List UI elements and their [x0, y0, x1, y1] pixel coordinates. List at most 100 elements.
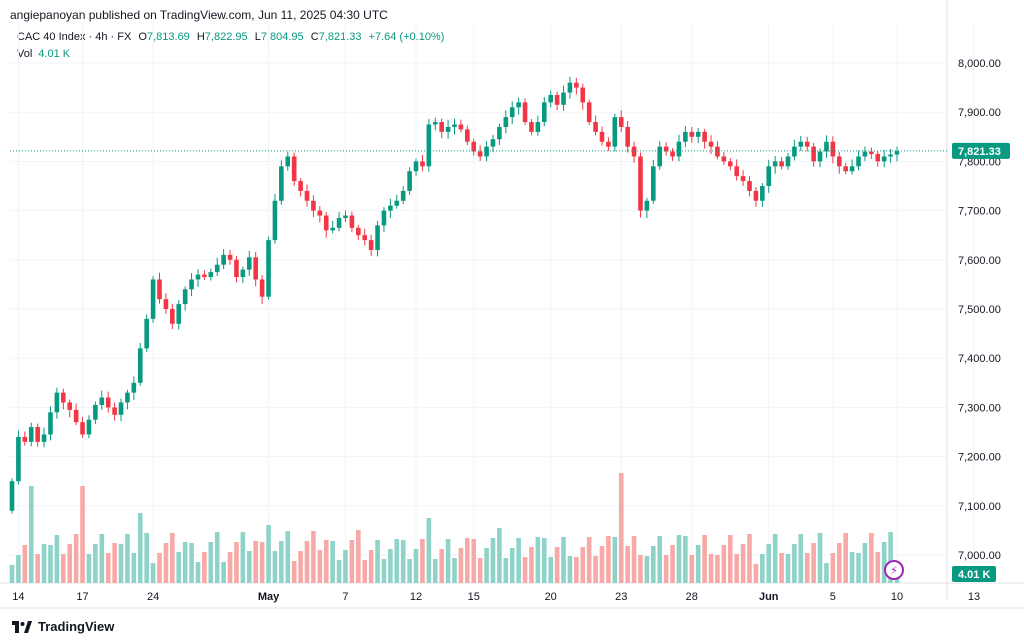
candle-body — [497, 126, 502, 140]
x-tick-label: 13 — [968, 591, 980, 603]
volume-bar — [760, 554, 765, 583]
candle-body — [394, 200, 400, 206]
candle-body — [740, 176, 746, 182]
volume-bar — [695, 545, 701, 583]
candle-body — [862, 151, 868, 157]
lightning-icon[interactable]: ⚡ — [884, 560, 904, 580]
volume-bar — [240, 532, 246, 583]
symbol-label[interactable]: CAC 40 Index · 4h · FX — [17, 31, 132, 43]
candle-body — [317, 210, 323, 216]
x-tick-label: May — [258, 591, 280, 603]
candle-body — [125, 392, 130, 403]
candle-body — [618, 117, 624, 127]
candle-body — [484, 146, 489, 157]
candle-body — [458, 124, 464, 130]
high-label: H — [196, 31, 205, 43]
candle-body — [112, 407, 117, 415]
candle-body — [644, 200, 650, 211]
y-tick-label: 7,700.00 — [958, 206, 1001, 218]
candle-body — [804, 141, 810, 147]
volume-bar — [445, 539, 451, 583]
volume-bar — [266, 525, 271, 583]
x-tick-label: 5 — [830, 591, 836, 603]
candle-body — [22, 436, 28, 442]
volume-bar — [176, 552, 182, 583]
candle-body — [465, 129, 470, 142]
candle-body — [362, 235, 368, 241]
candle-body — [388, 205, 393, 211]
volume-legend: Vol 4.01 K — [17, 48, 70, 60]
volume-bar — [362, 560, 368, 583]
volume-bar — [28, 486, 34, 583]
volume-bar — [291, 561, 297, 583]
volume-bar — [80, 486, 85, 583]
close-value: 7,821.33 — [318, 31, 362, 43]
candle-body — [670, 151, 675, 157]
candle-body — [432, 122, 438, 125]
candle-body — [772, 161, 778, 167]
volume-bar — [529, 547, 534, 583]
volume-bar — [593, 556, 598, 583]
y-tick-label: 7,300.00 — [958, 402, 1001, 414]
candle-body — [131, 382, 137, 393]
volume-bar — [317, 550, 323, 583]
candle-body — [35, 427, 40, 442]
x-tick-label: 10 — [891, 591, 903, 603]
volume-bar — [670, 545, 675, 583]
volume-bar — [413, 549, 419, 583]
volume-label[interactable]: Vol — [17, 48, 33, 60]
footer-brand-label: TradingView — [38, 619, 115, 634]
candle-body — [548, 94, 553, 103]
change-value: +7.64 (+0.10%) — [368, 31, 445, 43]
candle-body — [503, 117, 509, 127]
volume-bar — [208, 542, 214, 583]
y-tick-label: 7,600.00 — [958, 255, 1001, 267]
volume-bar — [548, 557, 553, 583]
candle-body — [41, 434, 47, 442]
candle-body — [144, 318, 149, 349]
volume-bar — [48, 545, 53, 583]
candle-body — [529, 122, 534, 132]
candle-body — [61, 392, 66, 403]
volume-bar — [227, 552, 233, 583]
candle-body — [266, 240, 271, 297]
volume-bar — [830, 553, 836, 583]
volume-bar — [651, 546, 656, 583]
candle-body — [176, 304, 182, 324]
volume-bar — [792, 544, 797, 583]
candle-body — [715, 146, 720, 157]
volume-bar — [477, 558, 483, 583]
volume-bar — [849, 552, 855, 583]
candle-body — [599, 131, 605, 142]
volume-bar — [631, 536, 637, 583]
candle-body — [336, 217, 342, 228]
volume-bar — [689, 555, 695, 583]
candle-body — [554, 94, 560, 105]
candle-body — [567, 82, 573, 93]
candle-body — [663, 146, 669, 152]
candle-body — [606, 141, 611, 147]
candle-body — [375, 225, 380, 250]
candle-body — [279, 166, 284, 201]
volume-bar — [503, 558, 509, 583]
candle-body — [73, 409, 79, 423]
volume-bar — [727, 535, 733, 583]
last-volume-badge — [952, 566, 996, 582]
volume-bar — [112, 543, 117, 583]
volume-bar — [67, 544, 73, 583]
y-tick-label: 8,000.00 — [958, 58, 1001, 70]
y-tick-label: 7,000.00 — [958, 550, 1001, 562]
x-tick-label: 14 — [12, 591, 24, 603]
candle-body — [785, 156, 791, 167]
volume-bar — [54, 535, 60, 583]
volume-bar — [349, 540, 355, 583]
candle-body — [779, 161, 784, 167]
candle-body — [246, 257, 252, 270]
candle-body — [48, 412, 53, 435]
volume-bar — [644, 556, 650, 583]
volume-bar — [298, 551, 303, 583]
volume-value: 4.01 K — [38, 48, 71, 60]
candle-body — [631, 146, 637, 157]
volume-bar — [41, 544, 47, 583]
